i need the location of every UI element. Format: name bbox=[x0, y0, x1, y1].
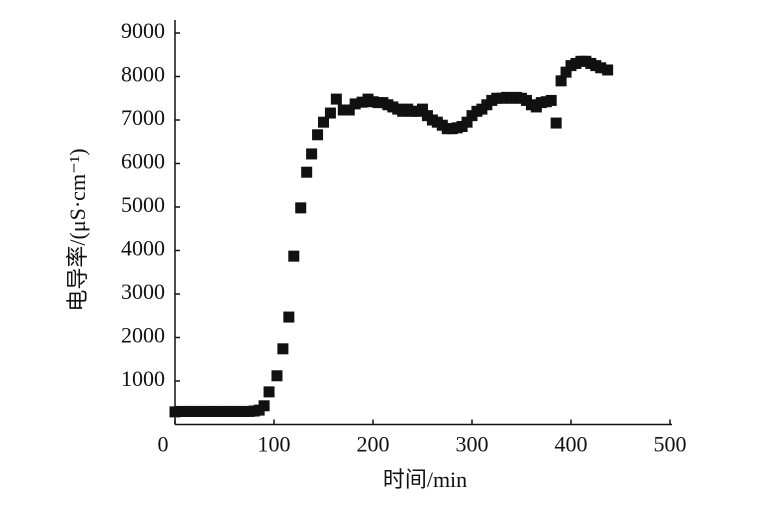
point bbox=[271, 370, 283, 382]
point bbox=[595, 62, 607, 74]
y-tick-label: 6000 bbox=[121, 149, 165, 174]
x-tick-label: 500 bbox=[654, 432, 687, 457]
point bbox=[602, 64, 614, 76]
point bbox=[318, 116, 329, 128]
point bbox=[417, 103, 428, 115]
point bbox=[545, 94, 557, 106]
x-tick-label: 400 bbox=[555, 432, 588, 457]
point bbox=[343, 104, 355, 116]
point bbox=[550, 117, 562, 129]
y-axis-label: 电导率/(μS·cm⁻¹) bbox=[65, 148, 90, 311]
y-tick-label: 7000 bbox=[121, 105, 165, 130]
point bbox=[288, 250, 300, 262]
x-axis-label: 时间/min bbox=[383, 467, 467, 492]
y-tick-label: 8000 bbox=[121, 62, 165, 87]
point bbox=[277, 343, 289, 355]
point bbox=[295, 202, 307, 214]
point bbox=[337, 104, 349, 116]
y-tick-label: 9000 bbox=[121, 18, 165, 43]
point bbox=[258, 400, 270, 412]
y-tick-label: 5000 bbox=[121, 192, 165, 217]
x-tick-label: 200 bbox=[357, 432, 390, 457]
point bbox=[356, 96, 368, 108]
point bbox=[306, 148, 318, 160]
x-tick-label: 100 bbox=[258, 432, 291, 457]
point bbox=[263, 386, 275, 398]
y-tick-label: 1000 bbox=[121, 366, 165, 391]
point bbox=[312, 129, 324, 141]
y-tick-label: 3000 bbox=[121, 279, 165, 304]
point bbox=[324, 107, 336, 119]
point bbox=[560, 66, 572, 78]
point bbox=[555, 75, 567, 87]
point bbox=[349, 98, 361, 110]
point bbox=[283, 311, 295, 323]
x-tick-label: 300 bbox=[456, 432, 489, 457]
x-tick-label: 0 bbox=[158, 432, 169, 457]
point bbox=[461, 116, 473, 128]
y-tick-label: 4000 bbox=[121, 236, 165, 261]
point bbox=[330, 93, 342, 105]
y-tick-label: 2000 bbox=[121, 323, 165, 348]
point bbox=[301, 166, 313, 178]
